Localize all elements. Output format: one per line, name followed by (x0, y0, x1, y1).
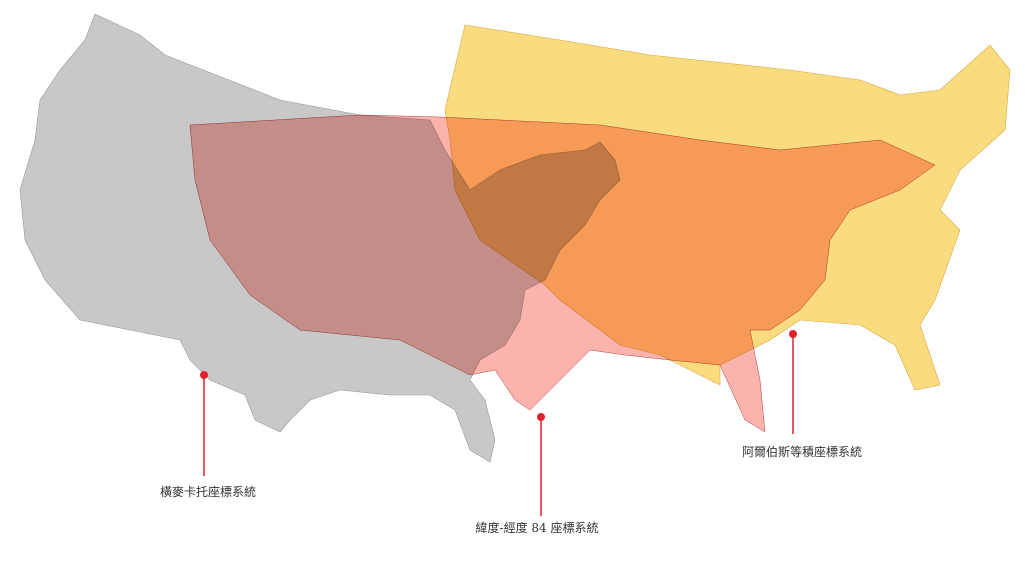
albers-marker (789, 330, 797, 434)
wgs84-projection-shape (189, 114, 936, 433)
wgs84-label: 緯度-經度 84 座標系統 (475, 521, 599, 535)
albers-label: 阿爾伯斯等積座標系統 (741, 445, 863, 459)
mercator-marker (200, 371, 208, 476)
mercator-label: 橫麥卡托座標系統 (159, 485, 257, 499)
wgs84-marker (537, 413, 545, 516)
